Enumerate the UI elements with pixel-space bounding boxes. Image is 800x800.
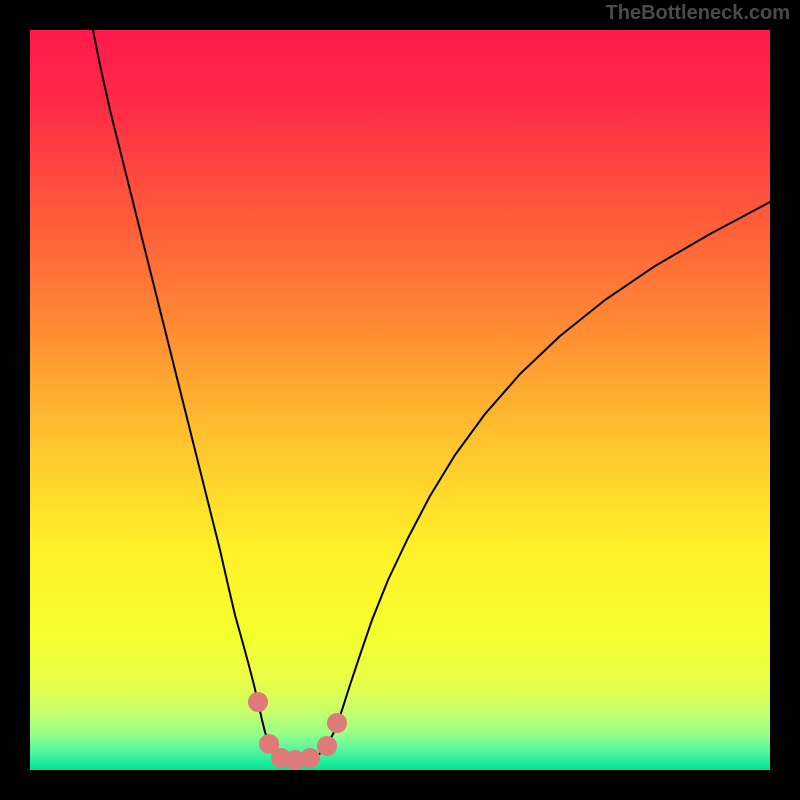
data-marker xyxy=(300,748,320,768)
chart-outer-frame: TheBottleneck.com xyxy=(0,0,800,800)
chart-svg xyxy=(30,30,770,770)
data-marker xyxy=(248,692,268,712)
watermark-text: TheBottleneck.com xyxy=(606,2,790,25)
gradient-background xyxy=(30,30,770,770)
data-marker xyxy=(317,736,337,756)
plot-area xyxy=(30,30,770,770)
data-marker xyxy=(327,713,347,733)
